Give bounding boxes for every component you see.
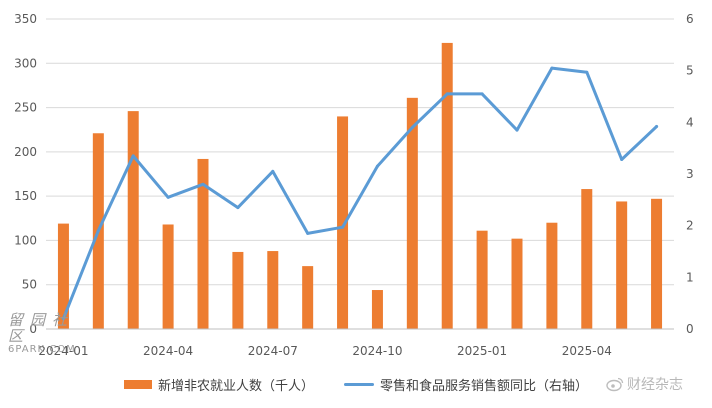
y-left-tick-label: 300: [14, 56, 37, 70]
watermark-left-cn: 留园社区: [8, 311, 75, 345]
bar: [197, 158, 209, 329]
y-right-tick-label: 2: [686, 219, 694, 233]
y-left-tick-label: 150: [14, 189, 37, 203]
line-point: [620, 158, 624, 162]
line-point: [236, 206, 240, 210]
x-tick-label: 2024-04: [143, 344, 193, 358]
bar: [302, 266, 314, 329]
line-point: [61, 317, 65, 321]
line-series: [61, 66, 659, 321]
line-point: [166, 195, 170, 199]
x-tick-label: 2024-07: [248, 344, 298, 358]
line-point: [96, 229, 100, 233]
watermark-left-en: 6PARK.COM: [8, 344, 76, 355]
bar: [267, 251, 279, 329]
bar: [546, 222, 558, 329]
legend-swatch-line: [344, 382, 374, 386]
bar: [511, 238, 523, 329]
y-right-tick-label: 4: [686, 115, 694, 129]
y-right-tick-label: 5: [686, 64, 694, 78]
legend-swatch-bar: [123, 379, 152, 389]
y-right-tick-label: 3: [686, 167, 694, 181]
y-left-tick-label: 100: [14, 233, 37, 247]
line-point: [306, 231, 310, 235]
y-left-tick-label: 250: [14, 101, 37, 115]
x-tick-label: 2024-01: [38, 344, 88, 358]
line-point: [271, 169, 275, 173]
watermark-right-text: 财经杂志: [627, 377, 683, 393]
bar: [57, 223, 69, 329]
line-point: [550, 66, 554, 70]
legend-label-bar: 新增非农就业人数（千人）: [157, 378, 314, 394]
line-point: [655, 124, 659, 128]
bar-series: [57, 42, 663, 330]
bar: [581, 189, 593, 329]
watermark-left: 留园社区 6PARK.COM: [8, 311, 94, 355]
bar: [127, 111, 139, 329]
line-point: [515, 128, 519, 132]
bar: [616, 201, 628, 329]
line-point: [445, 92, 449, 96]
x-tick-label: 2024-10: [352, 344, 402, 358]
y-left-tick-label: 50: [22, 278, 37, 292]
bar: [406, 97, 418, 329]
y-right-tick-label: 6: [686, 12, 694, 26]
y-left-tick-label: 0: [29, 322, 37, 336]
bar: [337, 116, 349, 329]
bar: [232, 251, 244, 329]
legend: 新增非农就业人数（千人） 零售和食品服务销售额同比（右轴）: [0, 372, 712, 396]
legend-item-line[interactable]: 零售和食品服务销售额同比（右轴）: [344, 375, 588, 394]
line-point: [410, 126, 414, 129]
line-point: [375, 164, 379, 168]
line-point: [480, 92, 484, 96]
line-point: [201, 182, 205, 186]
y-right-tick-label: 1: [686, 270, 694, 284]
line-point: [341, 225, 345, 229]
y-right-tick-label: 0: [686, 322, 694, 336]
bar: [441, 42, 453, 330]
gridlines: [46, 18, 674, 286]
x-tick-label: 2025-01: [457, 344, 507, 358]
bar: [371, 290, 383, 329]
line-point: [131, 154, 135, 158]
y-left-tick-label: 200: [14, 145, 37, 159]
x-tick-label: 2025-04: [562, 344, 612, 358]
bar: [476, 230, 488, 329]
legend-item-bar[interactable]: 新增非农就业人数（千人）: [123, 375, 314, 394]
weibo-icon: [606, 377, 624, 392]
bar: [162, 224, 174, 329]
y-left-tick-label: 350: [14, 12, 37, 26]
line-point: [585, 70, 589, 74]
watermark-right: 财经杂志: [606, 373, 710, 395]
axes: 0 50 100 150 200 250 300 350 0 1 2 3 4 5 6 2024-01 2024-…: [14, 12, 694, 358]
bar: [651, 198, 663, 329]
legend-label-line: 零售和食品服务销售额同比（右轴）: [380, 378, 589, 394]
line-path: [61, 66, 659, 321]
